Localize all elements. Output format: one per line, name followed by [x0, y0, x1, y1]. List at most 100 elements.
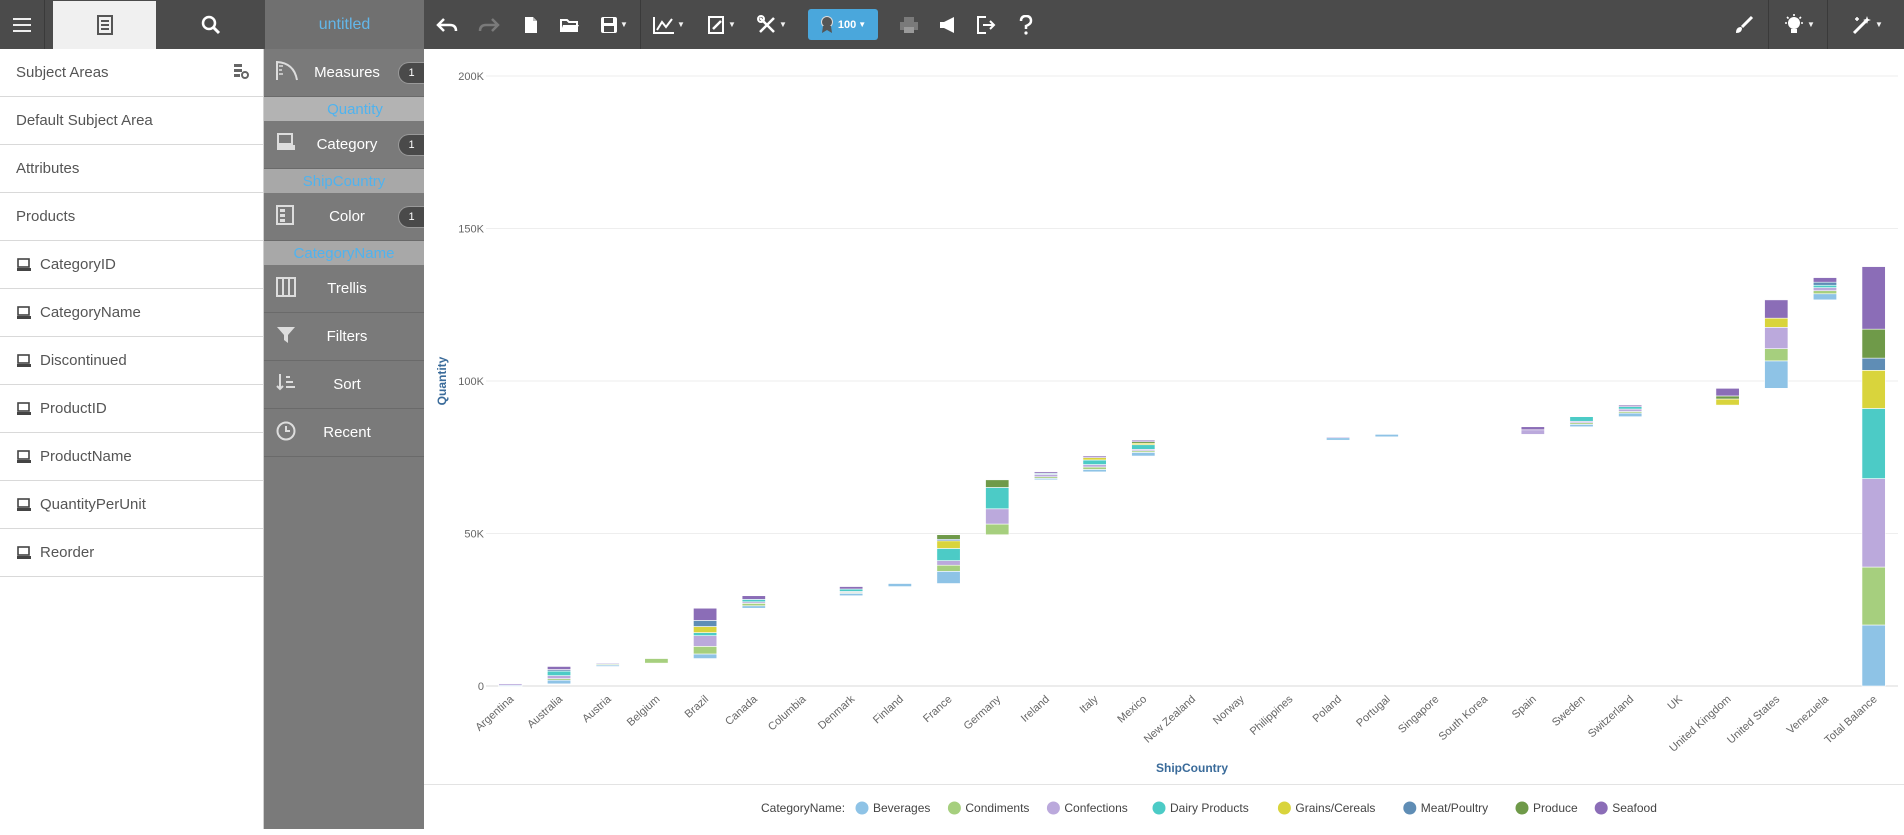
bar-segment[interactable]	[985, 487, 1010, 510]
bar-segment[interactable]	[693, 620, 718, 627]
bar-segment[interactable]	[1861, 478, 1886, 568]
subject-area-settings-icon[interactable]	[233, 63, 249, 83]
bar-segment[interactable]	[1764, 317, 1789, 328]
bar-segment[interactable]	[693, 632, 718, 636]
bar-segment[interactable]	[741, 599, 766, 603]
bar-segment[interactable]	[1861, 357, 1886, 371]
data-panel-toggle-icon[interactable]	[53, 1, 156, 49]
source-item-productname[interactable]: ProductName	[0, 433, 263, 481]
bar-segment[interactable]	[1715, 388, 1740, 397]
categoryname-chip[interactable]: CategoryName	[264, 241, 424, 265]
source-item-reorder[interactable]: Reorder	[0, 529, 263, 577]
source-item-categoryname[interactable]: CategoryName	[0, 289, 263, 337]
waterfall-chart[interactable]: 0 50K 100K 150K 200K Quantity Argentina Austral…	[424, 49, 1904, 784]
source-item-subject-areas[interactable]: Subject Areas	[0, 49, 263, 97]
bar-segment[interactable]	[1326, 436, 1351, 439]
shipcountry-chip[interactable]: ShipCountry	[264, 169, 424, 193]
color-shelf[interactable]: Color 1	[264, 193, 424, 241]
bar-segment[interactable]	[644, 658, 669, 664]
bar-segment[interactable]	[741, 605, 766, 609]
sort-shelf[interactable]: Sort	[264, 361, 424, 409]
bar-segment[interactable]	[1764, 299, 1789, 319]
recent-shelf[interactable]: Recent	[264, 409, 424, 457]
bar-segment[interactable]	[1812, 293, 1837, 301]
bar-segment[interactable]	[936, 534, 961, 540]
bar-segment[interactable]	[547, 675, 572, 679]
format-report-icon[interactable]: ▼	[703, 0, 741, 49]
open-folder-icon[interactable]	[554, 0, 586, 49]
bar-segment[interactable]	[985, 523, 1010, 536]
insights-lightbulb-icon[interactable]: ▼	[1775, 0, 1823, 49]
bar-segment[interactable]	[1861, 266, 1886, 330]
bar-segment[interactable]	[1861, 624, 1886, 687]
bar-segment[interactable]	[1520, 426, 1545, 431]
bar-segment[interactable]	[693, 653, 718, 659]
chart-type-icon[interactable]: ▼	[648, 0, 690, 49]
source-item-products[interactable]: Products	[0, 193, 263, 241]
bar-segment[interactable]	[1618, 412, 1643, 417]
tools-icon[interactable]: ▼	[752, 0, 792, 49]
document-title[interactable]: untitled	[265, 0, 424, 49]
bar-segment[interactable]	[741, 595, 766, 600]
hamburger-menu-icon[interactable]	[0, 0, 44, 49]
bar-segment[interactable]	[693, 635, 718, 647]
bar-segment[interactable]	[1812, 287, 1837, 292]
bar-segment[interactable]	[936, 540, 961, 549]
save-menu-icon[interactable]: ▼	[594, 0, 634, 49]
source-item-productid[interactable]: ProductID	[0, 385, 263, 433]
bar-segment[interactable]	[1033, 471, 1058, 474]
bar-segment[interactable]	[1861, 566, 1886, 626]
announce-icon[interactable]	[932, 0, 964, 49]
bar-segment[interactable]	[1812, 281, 1837, 286]
bar-segment[interactable]	[1812, 290, 1837, 295]
bar-segment[interactable]	[1082, 466, 1107, 470]
bar-segment[interactable]	[1131, 439, 1156, 442]
bar-segment[interactable]	[839, 588, 864, 592]
bar-segment[interactable]	[1082, 469, 1107, 473]
bar-segment[interactable]	[547, 679, 572, 685]
bar-segment[interactable]	[1374, 434, 1399, 438]
bar-segment[interactable]	[1861, 408, 1886, 479]
bar-segment[interactable]	[1131, 444, 1156, 450]
category-shelf[interactable]: Category 1	[264, 121, 424, 169]
bar-segment[interactable]	[1082, 457, 1107, 461]
bar-segment[interactable]	[1715, 395, 1740, 400]
source-item-default-subject-area[interactable]: Default Subject Area	[0, 97, 263, 145]
bar-segment[interactable]	[839, 586, 864, 590]
trellis-shelf[interactable]: Trellis	[264, 265, 424, 313]
bar-segment[interactable]	[1520, 429, 1545, 435]
magic-wand-icon[interactable]: ▼	[1842, 0, 1892, 49]
bar-segment[interactable]	[936, 571, 961, 584]
help-icon[interactable]	[1010, 0, 1042, 49]
bar-segment[interactable]	[595, 662, 620, 665]
bar-segment[interactable]	[1082, 459, 1107, 465]
bar-segment[interactable]	[1861, 370, 1886, 409]
redo-icon[interactable]	[473, 0, 505, 49]
bar-segment[interactable]	[1618, 406, 1643, 410]
bar-segment[interactable]	[1812, 277, 1837, 283]
bar-segment[interactable]	[887, 583, 912, 587]
bar-segment[interactable]	[936, 560, 961, 566]
row-limit-badge[interactable]: 100 ▼	[808, 9, 878, 40]
bar-segment[interactable]	[1131, 452, 1156, 457]
bar-segment[interactable]	[498, 683, 523, 686]
bar-segment[interactable]	[1764, 348, 1789, 362]
bar-segment[interactable]	[1082, 464, 1107, 468]
filters-shelf[interactable]: Filters	[264, 313, 424, 361]
bar-segment[interactable]	[1812, 284, 1837, 288]
source-item-quantityperunit[interactable]: QuantityPerUnit	[0, 481, 263, 529]
bar-segment[interactable]	[936, 564, 961, 572]
bar-segment[interactable]	[1618, 404, 1643, 407]
bar-segment[interactable]	[547, 666, 572, 670]
new-document-icon[interactable]	[515, 0, 547, 49]
undo-icon[interactable]	[431, 0, 463, 49]
bar-segment[interactable]	[985, 479, 1010, 488]
bar-segment[interactable]	[1764, 360, 1789, 389]
bar-segment[interactable]	[1569, 424, 1594, 428]
source-item-attributes[interactable]: Attributes	[0, 145, 263, 193]
bar-segment[interactable]	[693, 626, 718, 633]
bar-segment[interactable]	[1861, 328, 1886, 359]
source-item-discontinued[interactable]: Discontinued	[0, 337, 263, 385]
quantity-chip[interactable]: Quantity	[264, 97, 446, 121]
bar-segment[interactable]	[1618, 408, 1643, 412]
